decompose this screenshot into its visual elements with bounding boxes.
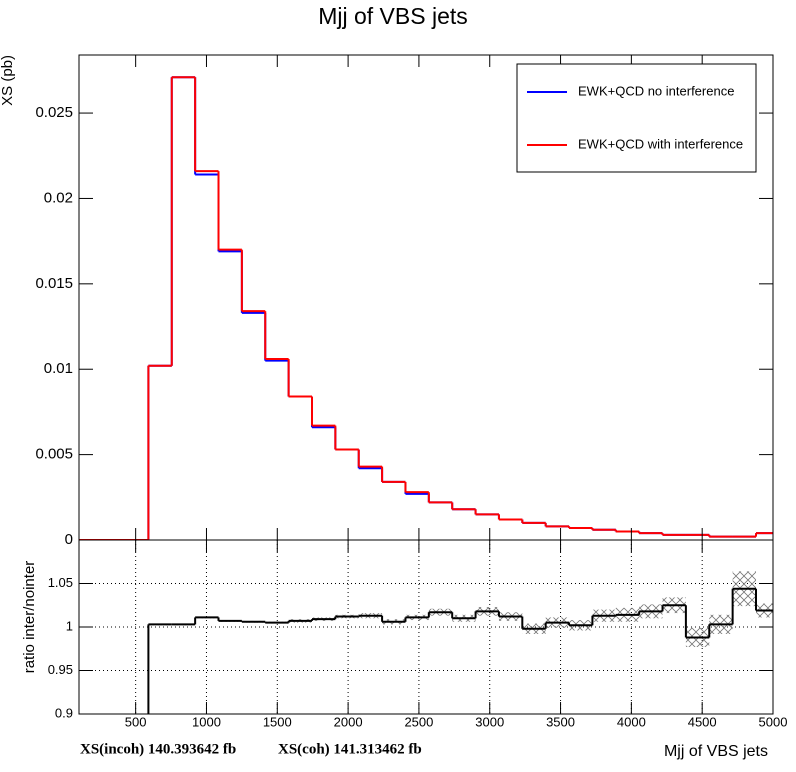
y-tick-label: 0 — [65, 531, 73, 548]
x-tick-label: 3500 — [546, 714, 575, 729]
x-tick-label: 1000 — [192, 714, 221, 729]
y-tick-label: 0.02 — [44, 189, 73, 206]
plot-area — [79, 540, 773, 714]
x-tick-label: 2500 — [404, 714, 433, 729]
y-tick-label: 0.025 — [35, 104, 73, 121]
y-tick-label: 0.95 — [48, 662, 73, 677]
y-tick-label: 1 — [66, 618, 73, 633]
legend-label: EWK+QCD no interference — [578, 83, 734, 98]
x-tick-label: 3000 — [475, 714, 504, 729]
x-tick-label: 1500 — [263, 714, 292, 729]
chart-title: Mjj of VBS jets — [318, 3, 468, 29]
y-axis-label: XS (pb) — [0, 55, 16, 106]
y-tick-label: 0.005 — [35, 446, 73, 463]
annotation: XS(coh) 141.313462 fb — [278, 741, 422, 757]
y-tick-label: 0.015 — [35, 275, 73, 292]
plot-area — [79, 76, 773, 540]
legend-box — [516, 63, 757, 173]
x-tick-label: 4000 — [617, 714, 646, 729]
x-tick-label: 4500 — [688, 714, 717, 729]
annotation: XS(incoh) 140.393642 fb — [80, 741, 236, 757]
y-tick-label: 0.9 — [55, 705, 73, 720]
x-tick-label: 500 — [125, 714, 147, 729]
x-tick-label: 5000 — [759, 714, 788, 729]
x-tick-label: 2000 — [334, 714, 363, 729]
x-axis-label: Mjj of VBS jets — [664, 743, 768, 760]
y-axis-label: ratio inter/nointer — [21, 561, 38, 674]
y-tick-label: 1.05 — [48, 575, 73, 590]
plot-layer: 0 0.005 0.01 0.015 0.02 0.025 EWK+QCD no inter… — [35, 54, 788, 729]
legend-label: EWK+QCD with interference — [578, 136, 743, 151]
y-tick-label: 0.01 — [44, 360, 73, 377]
